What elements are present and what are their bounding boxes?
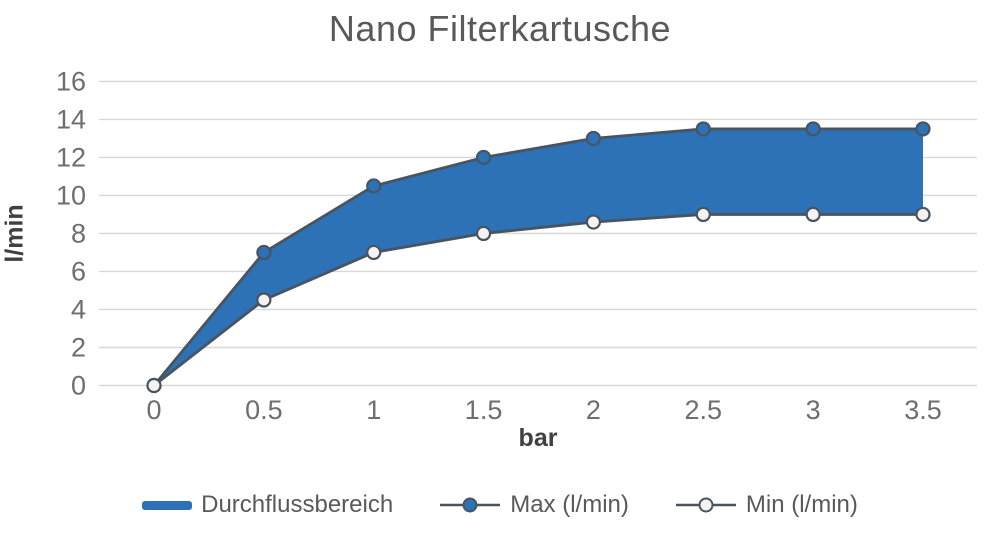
y-tick-label: 14 bbox=[56, 104, 86, 134]
legend: Durchflussbereich Max (l/min) Min (l/min… bbox=[0, 491, 1000, 519]
y-axis-title: l/min bbox=[0, 204, 29, 263]
x-axis-title: bar bbox=[518, 424, 558, 452]
legend-item-min: Min (l/min) bbox=[675, 491, 858, 519]
legend-label-max: Max (l/min) bbox=[510, 491, 629, 518]
x-tick-label: 3.5 bbox=[904, 395, 942, 425]
legend-item-max: Max (l/min) bbox=[439, 491, 629, 519]
legend-label-min: Min (l/min) bbox=[745, 491, 858, 518]
x-tick-label: 1.5 bbox=[465, 395, 503, 425]
x-tick-label: 1 bbox=[366, 395, 381, 425]
y-tick-label: 4 bbox=[71, 294, 86, 324]
legend-label-durchflussbereich: Durchflussbereich bbox=[201, 491, 394, 518]
y-tick-label: 0 bbox=[71, 371, 86, 401]
y-tick-label: 6 bbox=[71, 256, 86, 286]
x-tick-label: 2 bbox=[586, 395, 601, 425]
x-tick-label: 0.5 bbox=[245, 395, 283, 425]
x-tick-label: 3 bbox=[806, 395, 821, 425]
y-tick-label: 10 bbox=[56, 180, 86, 210]
y-tick-label: 16 bbox=[56, 66, 86, 96]
legend-item-durchflussbereich: Durchflussbereich bbox=[142, 491, 393, 519]
x-tick-label: 2.5 bbox=[685, 395, 723, 425]
chart-title: Nano Filterkartusche bbox=[328, 8, 672, 49]
area-swatch-icon bbox=[142, 500, 193, 510]
y-tick-label: 8 bbox=[71, 218, 86, 248]
y-tick-label: 2 bbox=[71, 332, 86, 362]
y-tick-label: 12 bbox=[56, 142, 86, 172]
line-filled-circle-icon bbox=[439, 496, 501, 514]
line-open-circle-icon bbox=[675, 496, 737, 514]
x-tick-label: 0 bbox=[146, 395, 161, 425]
